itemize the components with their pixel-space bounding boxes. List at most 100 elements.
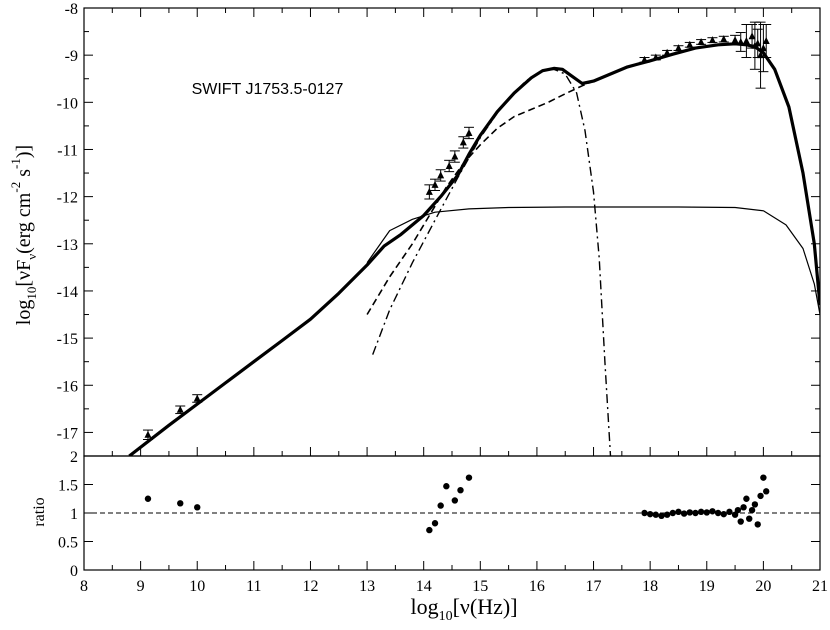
- ratio-ytick-label: 1: [70, 506, 78, 523]
- sed-data-point: [757, 51, 765, 59]
- xlabel-log: log: [410, 594, 438, 619]
- sed-data-point: [425, 187, 433, 195]
- ratio-data-point: [709, 508, 716, 515]
- ratio-data-point: [740, 504, 747, 511]
- xlabel-rest: [ν(Hz)]: [453, 594, 518, 619]
- sed-data-point: [742, 37, 750, 45]
- sed-data-point: [708, 36, 716, 44]
- x-tick-label: 19: [699, 578, 715, 595]
- sed-data-point: [437, 171, 445, 179]
- ylabel-unit: (erg cm: [13, 192, 35, 254]
- x-tick-label: 11: [246, 578, 261, 595]
- x-axis-label: log10[ν(Hz)]: [410, 594, 517, 624]
- sed-ytick-label: -13: [57, 237, 78, 254]
- sed-ytick-label: -15: [57, 331, 78, 348]
- ratio-data-point: [426, 526, 433, 534]
- ylabel-exp1: -1: [8, 158, 23, 169]
- sed-plot-frame: [83, 7, 821, 457]
- sed-data-point: [731, 36, 739, 44]
- ylabel-exp2: -2: [8, 182, 23, 193]
- sed-ytick-label: -9: [65, 48, 78, 65]
- sed-series-line: [366, 206, 820, 315]
- ratio-data-point: [144, 495, 152, 502]
- ylabel-bracket: [νF: [13, 260, 35, 287]
- x-tick-label: 13: [359, 578, 375, 595]
- x-tick-label: 16: [529, 578, 545, 595]
- sed-data-point: [451, 152, 459, 160]
- ratio-data-point: [437, 502, 444, 509]
- x-tick-label: 12: [302, 578, 318, 595]
- ratio-ytick-label: 0: [70, 563, 78, 580]
- sed-ytick-label: -16: [57, 378, 78, 395]
- x-tick-label: 14: [416, 578, 432, 595]
- sed-data-point: [176, 405, 184, 413]
- ratio-data-point: [465, 474, 473, 481]
- x-tick-label: 18: [642, 578, 658, 595]
- ratio-ticks: 0 0.5 1 1.5 2 8 9 10 11 12 13 14 15 16 17 18 19 20 21: [58, 449, 828, 595]
- sed-y-axis-label: log10[νFν(erg cm-2 s-1)]: [8, 145, 39, 325]
- sed-data-point: [748, 32, 756, 40]
- sed-data-point: [193, 394, 201, 402]
- ratio-panel: 0 0.5 1 1.5 2 8 9 10 11 12 13 14 15 16 17 18 19 20 21 rati…: [31, 449, 828, 624]
- ratio-data-point: [652, 511, 660, 518]
- ratio-ytick-label: 1.5: [58, 478, 78, 495]
- ylabel-nu-sub: ν: [24, 254, 39, 260]
- x-tick-label: 10: [189, 578, 205, 595]
- ratio-data-point: [760, 474, 767, 481]
- sed-data-point: [144, 430, 152, 438]
- x-tick-label: 9: [137, 578, 145, 595]
- sed-series-line: [372, 68, 612, 456]
- ylabel-s: s: [13, 169, 35, 182]
- ratio-data-point: [177, 500, 184, 507]
- ratio-data-point: [737, 518, 744, 525]
- ratio-data-point: [746, 515, 753, 522]
- sed-ytick-label: -11: [57, 142, 78, 159]
- ratio-data-point: [748, 506, 756, 514]
- ratio-data-point: [194, 504, 201, 511]
- sed-ytick-label: -10: [57, 95, 78, 112]
- ratio-data-point: [751, 501, 759, 508]
- ratio-data-point: [451, 497, 459, 504]
- ratio-data-point: [726, 508, 733, 516]
- ratio-data-point: [754, 521, 761, 528]
- ratio-data-point: [734, 506, 742, 514]
- ylabel-log: log: [13, 300, 35, 326]
- ratio-data-point: [714, 509, 722, 517]
- ratio-data-point: [675, 508, 682, 516]
- ratio-data-point: [692, 509, 699, 517]
- x-tick-label: 20: [755, 578, 771, 595]
- sed-data-point: [674, 44, 682, 52]
- ratio-data-point: [731, 511, 739, 518]
- source-name-annotation: SWIFT J1753.5-0127: [192, 81, 344, 98]
- sed-data-point: [697, 37, 705, 45]
- x-tick-label: 17: [586, 578, 602, 595]
- x-tick-label: 21: [812, 578, 828, 595]
- ratio-data-point: [646, 510, 654, 518]
- sed-data-point: [720, 35, 728, 43]
- sed-ytick-label: -12: [57, 190, 78, 207]
- ratio-data-point: [669, 509, 676, 517]
- sed-data-point: [640, 55, 648, 63]
- ratio-data-point: [757, 492, 764, 500]
- ylabel-close: )]: [13, 145, 35, 158]
- ratio-data-point: [641, 509, 648, 517]
- ratio-data-point: [743, 495, 750, 502]
- sed-data-point: [762, 37, 770, 45]
- sed-data-point: [652, 53, 660, 61]
- sed-series-line: [128, 42, 820, 456]
- sed-data-point: [754, 39, 762, 47]
- sed-y-ticks: -17 -16 -15 -14 -13 -12 -11 -10 -9 -8: [57, 1, 821, 456]
- sed-data-point: [445, 161, 453, 169]
- ratio-data-point: [720, 510, 727, 518]
- ratio-ytick-label: 2: [70, 449, 78, 466]
- ratio-data-point: [663, 511, 671, 518]
- ratio-data-point: [763, 488, 770, 495]
- ratio-data-point: [431, 520, 439, 527]
- ratio-data-point: [703, 509, 710, 516]
- ratio-data-point: [697, 508, 705, 516]
- sed-panel: -17 -16 -15 -14 -13 -12 -11 -10 -9 -8 SWIFT J1753…: [8, 1, 821, 457]
- ratio-data-point: [457, 487, 464, 494]
- xlabel-log-sub: 10: [439, 609, 453, 624]
- ratio-ytick-label: 0.5: [58, 535, 78, 552]
